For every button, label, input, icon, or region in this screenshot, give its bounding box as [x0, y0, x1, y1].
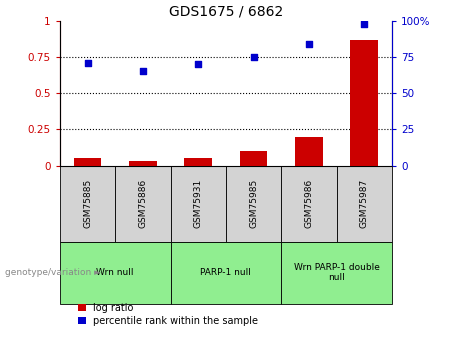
Bar — [350, 40, 378, 166]
Text: GSM75886: GSM75886 — [138, 179, 148, 228]
Point — [195, 61, 202, 67]
Point — [139, 69, 147, 74]
Title: GDS1675 / 6862: GDS1675 / 6862 — [169, 4, 283, 18]
Bar — [240, 151, 267, 166]
Text: GSM75931: GSM75931 — [194, 179, 203, 228]
Legend: log ratio, percentile rank within the sample: log ratio, percentile rank within the sa… — [74, 299, 262, 330]
Bar — [129, 161, 157, 166]
Text: PARP-1 null: PARP-1 null — [201, 268, 251, 277]
Bar — [226, 166, 281, 242]
Text: GSM75987: GSM75987 — [360, 179, 369, 228]
Point — [84, 60, 91, 66]
Bar — [60, 241, 171, 304]
Text: genotype/variation ►: genotype/variation ► — [5, 268, 100, 277]
Bar — [337, 166, 392, 242]
Text: Wrn null: Wrn null — [96, 268, 134, 277]
Text: GSM75985: GSM75985 — [249, 179, 258, 228]
Text: GSM75986: GSM75986 — [304, 179, 313, 228]
Bar — [115, 166, 171, 242]
Bar — [171, 241, 281, 304]
Point — [250, 54, 257, 60]
Bar — [184, 158, 212, 166]
Text: Wrn PARP-1 double
null: Wrn PARP-1 double null — [294, 263, 379, 282]
Bar — [295, 137, 323, 166]
Bar — [281, 166, 337, 242]
Point — [361, 21, 368, 26]
Bar — [74, 158, 101, 166]
Bar — [171, 166, 226, 242]
Bar — [281, 241, 392, 304]
Bar — [60, 166, 115, 242]
Point — [305, 41, 313, 47]
Text: GSM75885: GSM75885 — [83, 179, 92, 228]
